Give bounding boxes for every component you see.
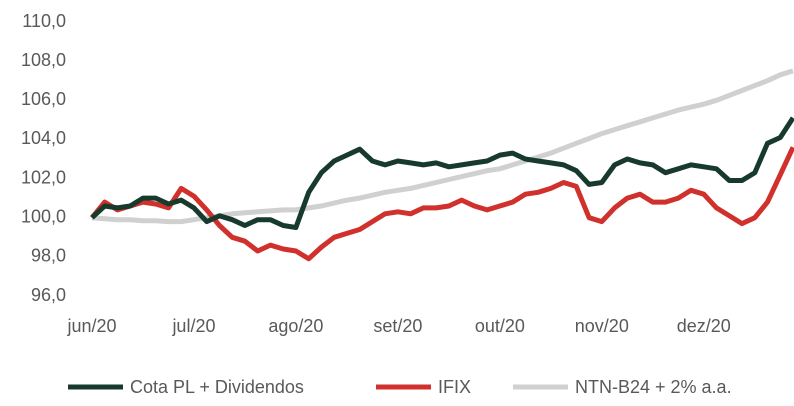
- legend-label: Cota PL + Dividendos: [130, 377, 304, 397]
- series-line: [91, 68, 794, 225]
- x-tick-label: jun/20: [66, 316, 116, 336]
- y-tick-label: 104,0: [21, 128, 66, 148]
- series-line: [90, 146, 794, 262]
- legend-label: NTN-B24 + 2% a.a.: [575, 377, 732, 397]
- x-tick-label: nov/20: [575, 316, 629, 336]
- y-tick-label: 102,0: [21, 167, 66, 187]
- y-tick-label: 96,0: [31, 285, 66, 305]
- series-line: [90, 116, 794, 230]
- y-tick-label: 100,0: [21, 206, 66, 226]
- y-tick-label: 108,0: [21, 50, 66, 70]
- x-tick-label: jul/20: [171, 316, 215, 336]
- x-tick-label: set/20: [373, 316, 422, 336]
- y-tick-label: 110,0: [22, 11, 66, 31]
- legend-label: IFIX: [438, 377, 471, 397]
- x-tick-label: ago/20: [268, 316, 323, 336]
- y-tick-label: 106,0: [21, 89, 66, 109]
- y-tick-label: 98,0: [31, 246, 66, 266]
- x-tick-label: dez/20: [677, 316, 731, 336]
- x-tick-label: out/20: [475, 316, 525, 336]
